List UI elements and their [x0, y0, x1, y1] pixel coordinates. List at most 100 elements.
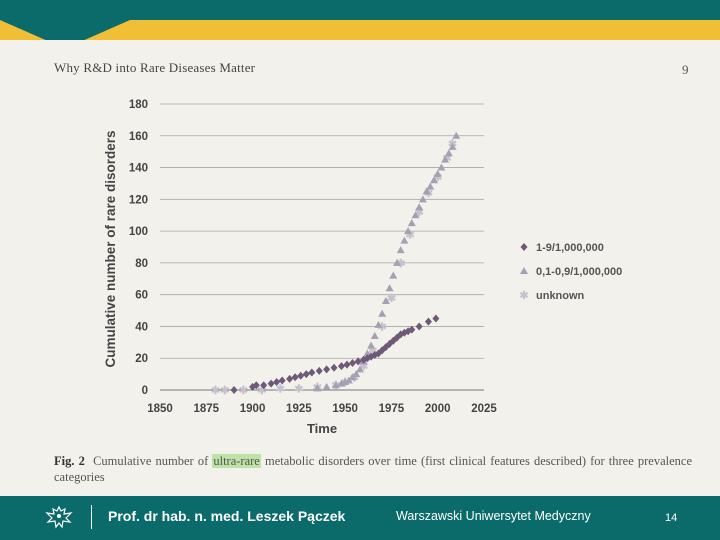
point-0-1-0-9-1-000-000 [389, 271, 398, 279]
point-1-9-1-000-000 [323, 365, 331, 374]
point-1-9-1-000-000 [249, 382, 257, 391]
y-tick-label: 20 [135, 353, 148, 365]
point-unknown: ✱ [405, 229, 414, 241]
point-unknown: ✱ [368, 345, 377, 357]
x-axis-title: Time [307, 421, 337, 436]
y-tick-label: 80 [135, 258, 148, 270]
point-0-1-0-9-1-000-000 [352, 370, 361, 378]
y-tick-label: 160 [129, 131, 148, 143]
point-0-1-0-9-1-000-000 [411, 211, 420, 219]
caption-text-before: Cumulative number of [93, 454, 213, 468]
point-1-9-1-000-000 [302, 370, 310, 379]
point-0-1-0-9-1-000-000 [370, 331, 379, 339]
figure-caption: Fig. 2 Cumulative number of ultra-rare m… [54, 453, 692, 485]
point-1-9-1-000-000 [308, 368, 316, 377]
point-1-9-1-000-000 [252, 381, 260, 390]
y-axis-title: Cumulative number of rare disorders [103, 130, 118, 367]
x-tick-label: 2000 [425, 403, 451, 415]
point-0-1-0-9-1-000-000 [367, 341, 376, 349]
point-0-1-0-9-1-000-000 [422, 187, 431, 195]
footer-page-number: 14 [665, 512, 678, 524]
point-1-9-1-000-000 [315, 366, 323, 375]
y-tick-label: 120 [129, 194, 148, 206]
legend-marker: ✱ [519, 290, 528, 302]
point-1-9-1-000-000 [337, 362, 345, 371]
point-0-1-0-9-1-000-000 [378, 309, 387, 317]
y-tick-label: 0 [142, 385, 148, 397]
x-tick-label: 1850 [147, 403, 173, 415]
caption-highlight: ultra-rare [212, 454, 261, 468]
point-1-9-1-000-000 [408, 325, 416, 334]
page-number: 9 [682, 62, 689, 77]
point-unknown: ✱ [359, 361, 368, 373]
point-0-1-0-9-1-000-000 [322, 382, 331, 390]
point-1-9-1-000-000 [424, 317, 432, 326]
point-1-9-1-000-000 [343, 360, 351, 369]
legend-label: 0,1-0,9/1,000,000 [536, 266, 622, 278]
point-1-9-1-000-000 [230, 386, 238, 394]
point-0-1-0-9-1-000-000 [433, 169, 442, 177]
point-1-9-1-000-000 [330, 363, 338, 372]
point-unknown: ✱ [294, 383, 303, 395]
page-title: Why R&D into Rare Diseases Matter [54, 60, 256, 75]
point-0-1-0-9-1-000-000 [448, 142, 457, 150]
point-0-1-0-9-1-000-000 [426, 182, 435, 190]
y-tick-label: 40 [135, 321, 148, 333]
point-unknown: ✱ [257, 385, 266, 397]
eagle-emblem-icon [45, 505, 73, 529]
point-unknown: ✱ [211, 385, 220, 397]
point-0-1-0-9-1-000-000 [415, 203, 424, 211]
legend-label: unknown [536, 290, 585, 302]
point-1-9-1-000-000 [260, 381, 268, 390]
footer-separator [91, 505, 92, 529]
footer-author: Prof. dr hab. n. med. Leszek Pączek [108, 508, 346, 524]
x-tick-label: 1950 [332, 403, 358, 415]
point-0-1-0-9-1-000-000 [392, 258, 401, 266]
legend-marker [520, 243, 528, 251]
x-tick-label: 1925 [286, 403, 312, 415]
point-0-1-0-9-1-000-000 [404, 227, 413, 235]
footer-bar [0, 496, 720, 540]
point-1-9-1-000-000 [415, 322, 423, 331]
x-tick-label: 1975 [379, 403, 405, 415]
point-0-1-0-9-1-000-000 [407, 219, 416, 227]
scanned-page [0, 40, 720, 496]
point-0-1-0-9-1-000-000 [430, 176, 439, 184]
point-0-1-0-9-1-000-000 [385, 284, 394, 292]
point-unknown: ✱ [415, 207, 424, 219]
point-0-1-0-9-1-000-000 [355, 365, 364, 373]
point-1-9-1-000-000 [297, 371, 305, 380]
x-tick-label: 1900 [240, 403, 266, 415]
point-1-9-1-000-000 [267, 379, 275, 388]
point-1-9-1-000-000 [278, 376, 286, 385]
point-0-1-0-9-1-000-000 [374, 320, 383, 328]
point-1-9-1-000-000 [286, 374, 294, 383]
y-tick-label: 180 [129, 99, 148, 111]
point-0-1-0-9-1-000-000 [418, 195, 427, 203]
legend-label: 1-9/1,000,000 [536, 242, 604, 254]
footer-institution: Warszawski Uniwersytet Medyczny [396, 509, 591, 523]
point-0-1-0-9-1-000-000 [441, 155, 450, 163]
point-1-9-1-000-000 [349, 358, 357, 367]
x-tick-label: 2025 [471, 403, 497, 415]
y-tick-label: 140 [129, 163, 148, 175]
point-0-1-0-9-1-000-000 [400, 236, 409, 244]
point-1-9-1-000-000 [273, 378, 281, 387]
y-tick-label: 60 [135, 290, 148, 302]
point-0-1-0-9-1-000-000 [444, 149, 453, 157]
accent-band [0, 20, 720, 40]
x-tick-label: 1875 [193, 403, 219, 415]
caption-text-after: metabolic disorders over time (first cli… [54, 454, 693, 484]
point-0-1-0-9-1-000-000 [313, 384, 322, 392]
point-1-9-1-000-000 [291, 373, 299, 382]
point-0-1-0-9-1-000-000 [381, 297, 390, 305]
y-tick-label: 100 [129, 226, 148, 238]
legend-marker [520, 267, 528, 274]
figure-label: Fig. 2 [54, 454, 85, 468]
point-unknown: ✱ [387, 293, 396, 305]
point-unknown: ✱ [239, 385, 248, 397]
point-0-1-0-9-1-000-000 [396, 246, 405, 254]
point-unknown: ✱ [396, 258, 405, 270]
point-1-9-1-000-000 [432, 314, 440, 323]
